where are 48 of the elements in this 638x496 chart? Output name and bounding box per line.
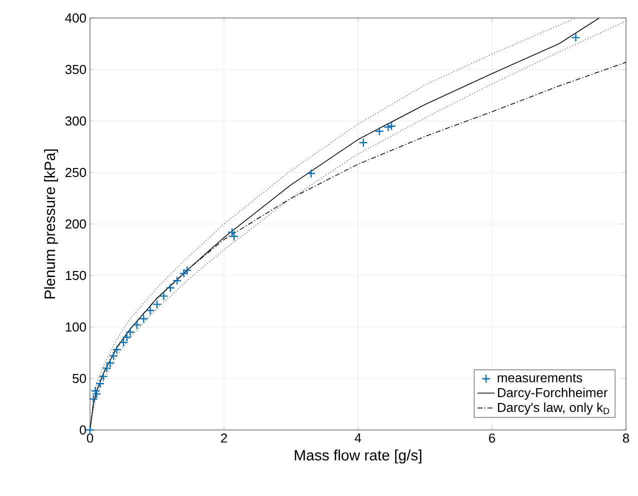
point <box>139 314 148 324</box>
point <box>306 168 316 178</box>
y-tick-label: 100 <box>66 322 86 332</box>
y-tick-label: 250 <box>66 168 86 178</box>
point <box>182 266 192 275</box>
x-tick-label: 6 <box>489 434 496 443</box>
point <box>358 138 368 148</box>
legend-label: Darcy-Forchheimer <box>498 388 608 400</box>
point <box>179 268 188 278</box>
point <box>112 345 122 354</box>
point <box>95 379 105 388</box>
point <box>384 122 393 132</box>
legend-label: measurements <box>498 374 582 382</box>
y-tick-label: 0 <box>80 425 86 435</box>
x-tick-label: 2 <box>221 434 227 443</box>
point <box>92 389 102 399</box>
x-tick-label: 4 <box>354 434 362 442</box>
y-tick-label: 350 <box>65 64 86 74</box>
point <box>98 372 108 382</box>
point <box>172 276 182 286</box>
y-tick-label: 50 <box>72 374 86 384</box>
point <box>90 386 100 396</box>
point <box>88 394 98 404</box>
point <box>122 332 132 342</box>
point <box>386 122 396 131</box>
point <box>132 320 142 330</box>
x-axis-title: Mass flow rate [g/s] <box>294 450 422 464</box>
point <box>227 228 237 237</box>
point <box>571 32 580 42</box>
point <box>108 351 118 360</box>
point <box>118 338 128 348</box>
point <box>146 306 155 316</box>
point <box>102 364 112 373</box>
y-tick-label: 400 <box>65 13 86 23</box>
point <box>159 292 168 301</box>
point <box>126 328 135 337</box>
point <box>229 232 239 241</box>
y-tick-label: 200 <box>66 219 86 229</box>
point <box>374 126 384 136</box>
point <box>166 283 175 292</box>
point <box>152 300 162 309</box>
y-tick-label: 150 <box>66 270 86 280</box>
y-tick-label: 300 <box>65 116 86 126</box>
y-axis-title: Plenum pressure [kPa] <box>44 150 58 298</box>
point <box>106 358 115 368</box>
legend-label: Darcy's law, only k$_{D}$ <box>498 402 610 415</box>
x-tick-label: 0 <box>86 434 94 443</box>
x-tick-label: 8 <box>622 434 630 443</box>
